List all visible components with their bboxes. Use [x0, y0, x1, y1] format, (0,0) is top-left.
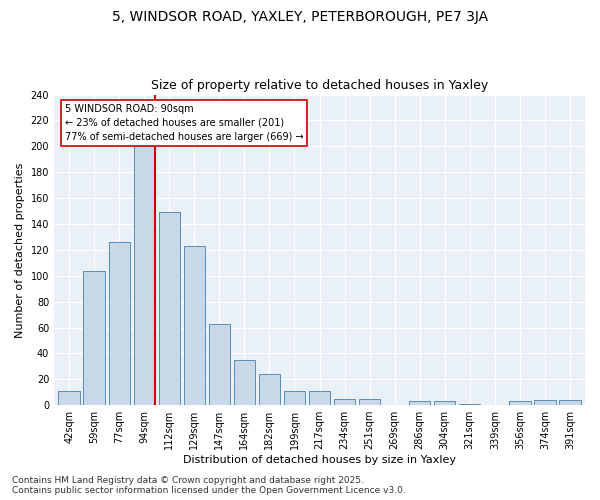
Bar [134, 145, 155, 405]
Bar [109, 242, 130, 405]
Bar [158, 212, 180, 405]
Bar [284, 391, 305, 405]
Bar [509, 402, 530, 405]
Y-axis label: Number of detached properties: Number of detached properties [15, 162, 25, 338]
Bar [359, 398, 380, 405]
Bar [259, 374, 280, 405]
Bar [459, 404, 481, 405]
Bar [434, 402, 455, 405]
Bar [83, 270, 105, 405]
Bar [184, 246, 205, 405]
Text: 5 WINDSOR ROAD: 90sqm
← 23% of detached houses are smaller (201)
77% of semi-det: 5 WINDSOR ROAD: 90sqm ← 23% of detached … [65, 104, 303, 142]
Bar [409, 402, 430, 405]
Bar [334, 398, 355, 405]
Title: Size of property relative to detached houses in Yaxley: Size of property relative to detached ho… [151, 79, 488, 92]
Bar [559, 400, 581, 405]
Bar [234, 360, 255, 405]
Text: Contains HM Land Registry data © Crown copyright and database right 2025.
Contai: Contains HM Land Registry data © Crown c… [12, 476, 406, 495]
X-axis label: Distribution of detached houses by size in Yaxley: Distribution of detached houses by size … [183, 455, 456, 465]
Bar [209, 324, 230, 405]
Bar [534, 400, 556, 405]
Bar [309, 391, 330, 405]
Text: 5, WINDSOR ROAD, YAXLEY, PETERBOROUGH, PE7 3JA: 5, WINDSOR ROAD, YAXLEY, PETERBOROUGH, P… [112, 10, 488, 24]
Bar [58, 391, 80, 405]
